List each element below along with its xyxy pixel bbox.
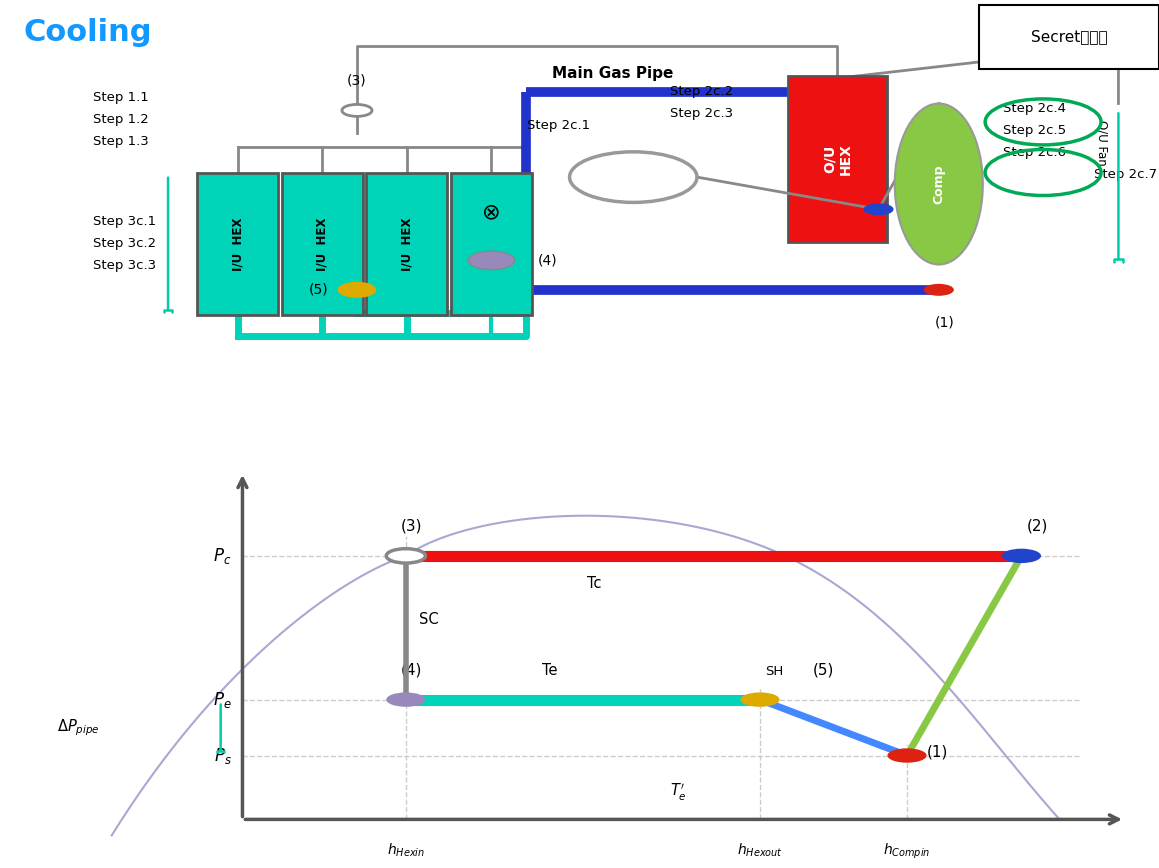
- Circle shape: [741, 693, 780, 707]
- Text: SH: SH: [765, 665, 783, 678]
- FancyBboxPatch shape: [197, 173, 278, 315]
- Text: (4): (4): [538, 253, 557, 267]
- Text: (2): (2): [1027, 519, 1049, 534]
- Text: Tc: Tc: [586, 576, 602, 591]
- Circle shape: [386, 549, 425, 563]
- Circle shape: [1001, 549, 1041, 563]
- Text: (3): (3): [401, 519, 422, 534]
- Text: Step 2c.4
Step 2c.5
Step 2c.6: Step 2c.4 Step 2c.5 Step 2c.6: [1003, 102, 1065, 160]
- Circle shape: [863, 203, 894, 215]
- Text: Step 3c.1
Step 3c.2
Step 3c.3: Step 3c.1 Step 3c.2 Step 3c.3: [93, 215, 155, 273]
- Text: $T_e'$: $T_e'$: [670, 781, 686, 803]
- Circle shape: [338, 282, 376, 297]
- Text: SC: SC: [418, 612, 438, 628]
- Text: Step 2c.7: Step 2c.7: [1094, 168, 1157, 181]
- Text: Cooling: Cooling: [23, 18, 152, 48]
- Text: $h_{Compin}$: $h_{Compin}$: [883, 841, 931, 861]
- Text: O/U
HEX: O/U HEX: [822, 142, 853, 174]
- Circle shape: [888, 748, 927, 763]
- Text: Comp: Comp: [932, 164, 946, 204]
- Text: ⊗: ⊗: [482, 202, 501, 222]
- Text: $P_c$: $P_c$: [213, 546, 232, 566]
- Text: $P_e$: $P_e$: [213, 689, 232, 710]
- FancyBboxPatch shape: [451, 173, 532, 315]
- Text: (1): (1): [934, 315, 955, 329]
- Text: I/U  HEX: I/U HEX: [231, 217, 245, 271]
- Text: I/U  HEX: I/U HEX: [400, 217, 414, 271]
- Circle shape: [924, 284, 954, 296]
- Text: $\Delta P_{pipe}$: $\Delta P_{pipe}$: [57, 717, 100, 738]
- Text: $h_{Hexin}$: $h_{Hexin}$: [387, 841, 425, 858]
- Text: (5): (5): [812, 662, 833, 678]
- Ellipse shape: [895, 103, 983, 265]
- Circle shape: [342, 104, 372, 116]
- FancyBboxPatch shape: [282, 173, 363, 315]
- Text: O/U Fan: O/U Fan: [1095, 120, 1108, 166]
- FancyBboxPatch shape: [979, 4, 1159, 69]
- Circle shape: [386, 693, 425, 707]
- Text: Te: Te: [542, 662, 557, 678]
- FancyBboxPatch shape: [366, 173, 447, 315]
- Text: Step 1.1
Step 1.2
Step 1.3: Step 1.1 Step 1.2 Step 1.3: [93, 91, 148, 148]
- Text: $h_{Hexout}$: $h_{Hexout}$: [737, 841, 783, 858]
- Text: Main Gas Pipe: Main Gas Pipe: [552, 66, 673, 82]
- Text: (5): (5): [308, 283, 328, 297]
- FancyBboxPatch shape: [788, 76, 887, 241]
- Circle shape: [468, 251, 515, 270]
- Text: Secret（秘）: Secret（秘）: [1032, 30, 1108, 44]
- Text: (3): (3): [348, 74, 366, 88]
- Text: Step 2c.2
Step 2c.3: Step 2c.2 Step 2c.3: [670, 85, 732, 121]
- Text: (1): (1): [927, 744, 948, 759]
- Text: Step 2c.1: Step 2c.1: [527, 119, 590, 132]
- Text: (2): (2): [902, 202, 921, 216]
- Text: (4): (4): [401, 662, 422, 678]
- Text: I/U  HEX: I/U HEX: [315, 217, 329, 271]
- Text: $P_s$: $P_s$: [213, 746, 232, 766]
